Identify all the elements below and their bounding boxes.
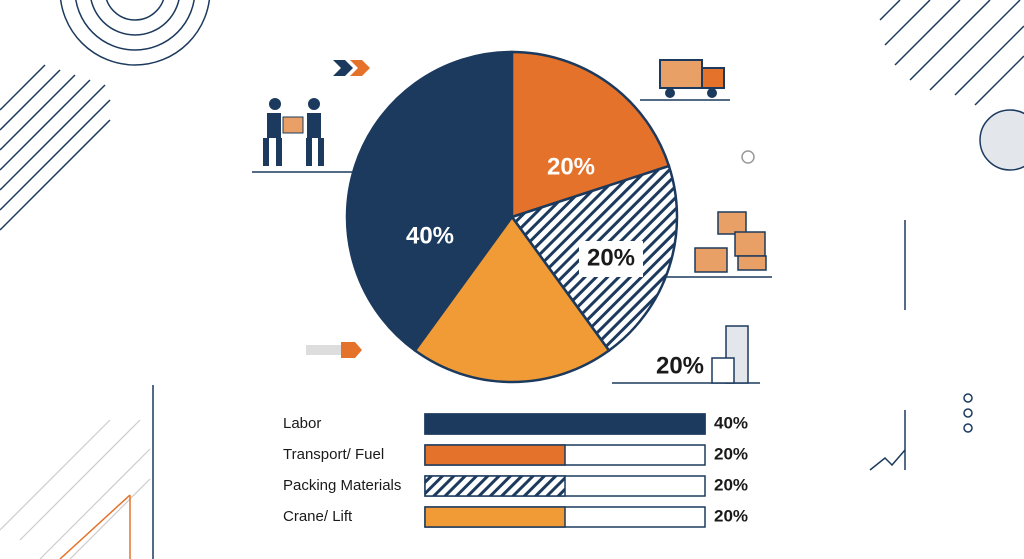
workers-icon	[263, 98, 324, 166]
slice-label: 20%	[587, 244, 635, 271]
category-label: Labor	[283, 415, 321, 432]
bar	[424, 413, 706, 435]
slice-label: 40%	[406, 222, 454, 249]
bar	[424, 444, 566, 466]
boxes-icon	[694, 211, 767, 273]
bar	[424, 506, 566, 528]
pie-slice	[510, 50, 671, 219]
pie-chart: 40% 20% 20% 20%	[345, 50, 704, 384]
bar-value-label: 20%	[714, 506, 748, 525]
category-label: Packing Materials	[283, 477, 401, 494]
pie-slice	[345, 50, 514, 353]
building-icon	[711, 325, 749, 384]
bar-list: Labor 40% Transport/ Fuel 20% Packing Materi…	[283, 413, 748, 528]
label-box	[579, 241, 643, 277]
bar	[424, 475, 566, 497]
bar-value-label: 20%	[714, 444, 748, 463]
bar-value-label: 40%	[714, 413, 748, 432]
category-label: Crane/ Lift	[283, 508, 353, 525]
bar-value-label: 20%	[714, 475, 748, 494]
pie-slice	[413, 214, 611, 384]
slice-label: 20%	[547, 153, 595, 180]
truck-icon	[659, 59, 725, 98]
category-label: Transport/ Fuel	[283, 446, 384, 463]
slice-label: 20%	[656, 352, 704, 379]
